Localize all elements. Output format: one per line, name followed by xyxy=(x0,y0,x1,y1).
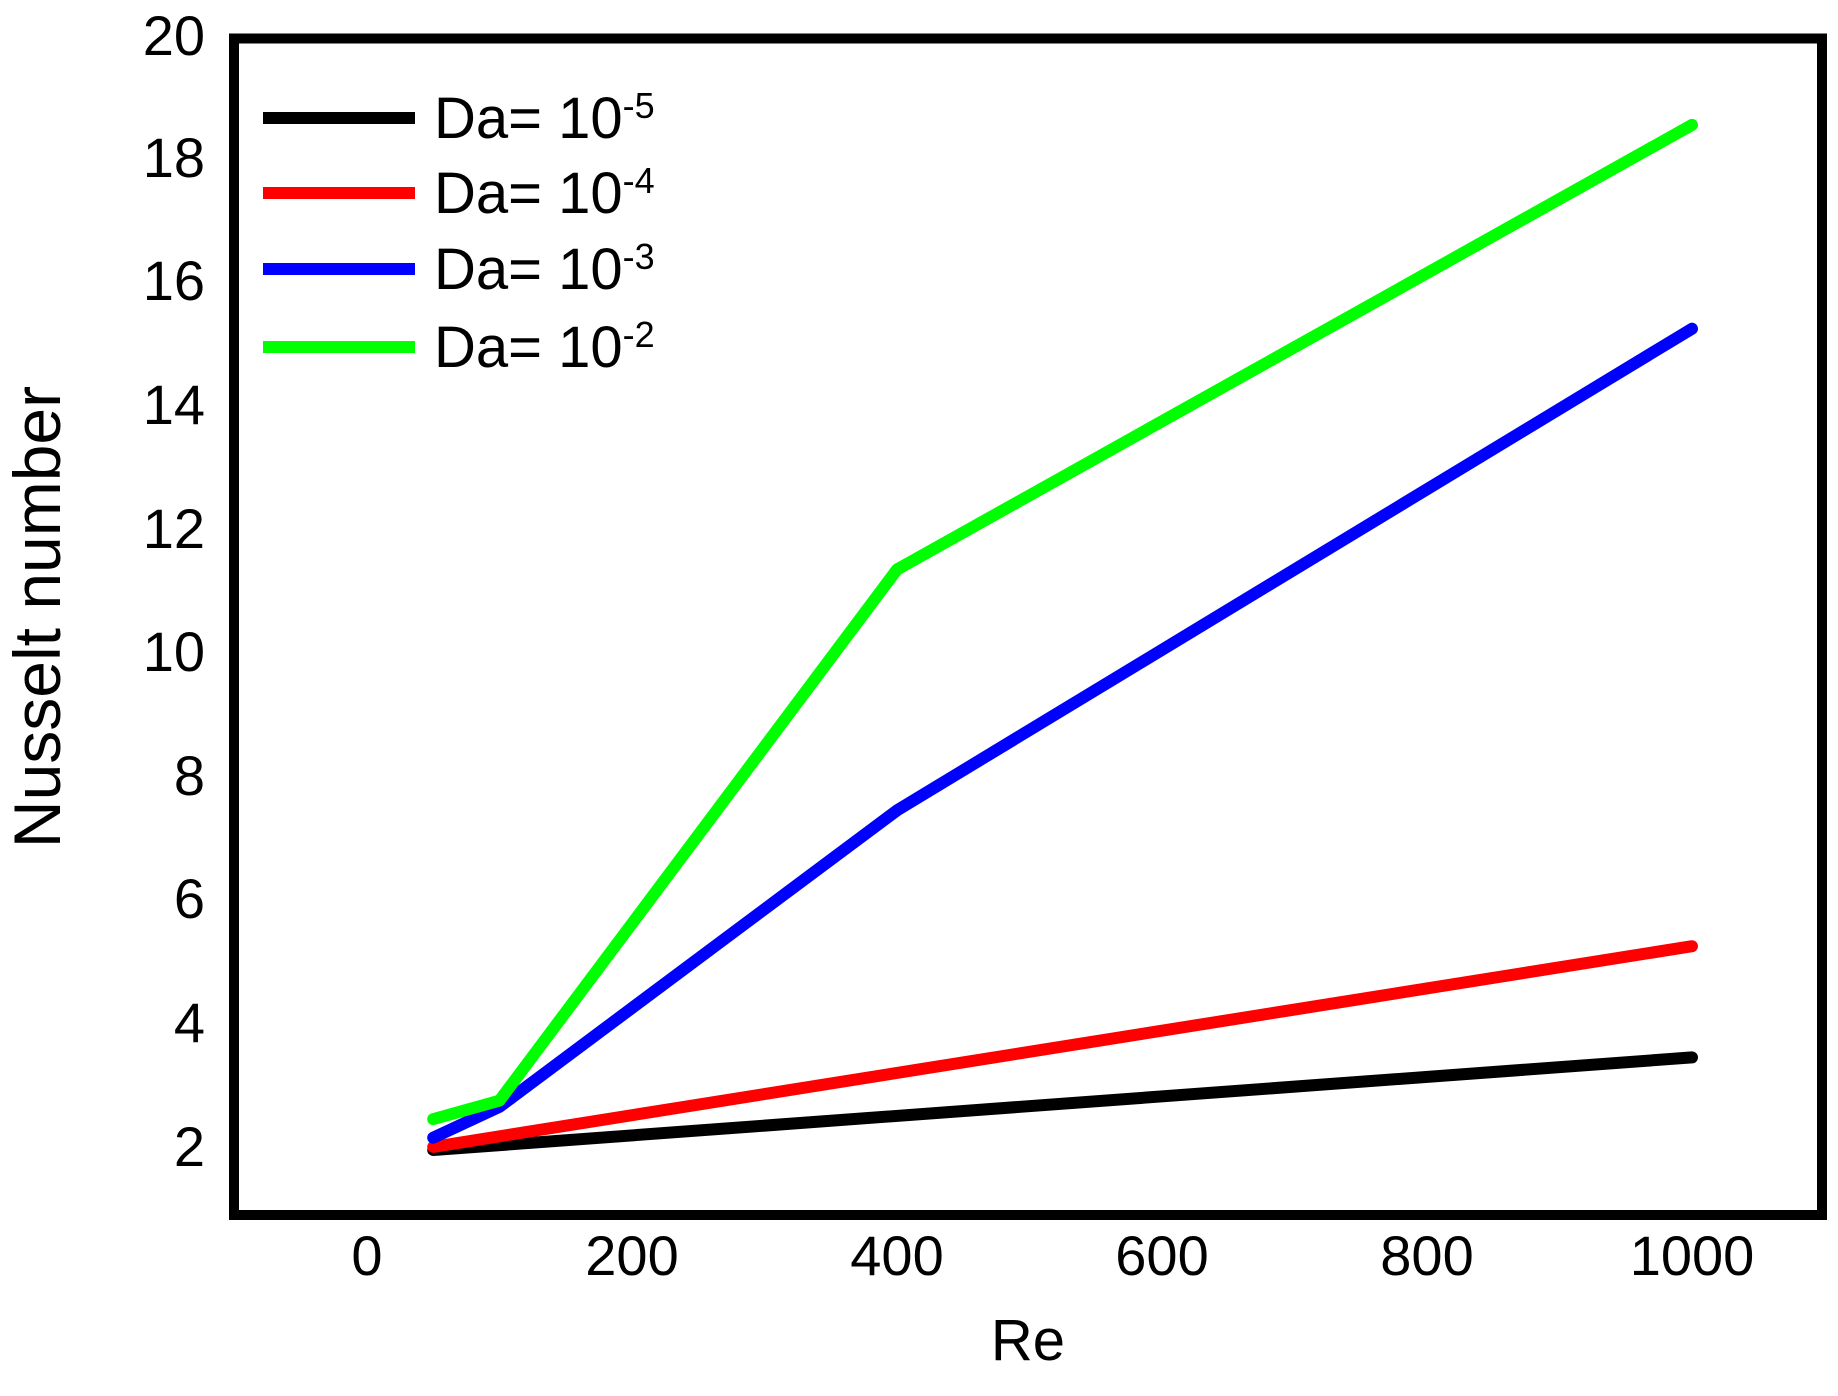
svg-text:600: 600 xyxy=(1115,1224,1208,1287)
svg-text:Re: Re xyxy=(991,1308,1065,1373)
svg-text:8: 8 xyxy=(174,744,205,807)
svg-text:4: 4 xyxy=(174,991,205,1054)
svg-text:Nusselt number: Nusselt number xyxy=(0,386,74,848)
svg-text:1000: 1000 xyxy=(1630,1224,1755,1287)
svg-text:200: 200 xyxy=(585,1224,678,1287)
svg-text:Da= 10-2: Da= 10-2 xyxy=(434,314,655,380)
svg-text:18: 18 xyxy=(143,126,205,189)
svg-text:10: 10 xyxy=(143,620,205,683)
svg-text:6: 6 xyxy=(174,867,205,930)
svg-text:800: 800 xyxy=(1380,1224,1473,1287)
svg-text:400: 400 xyxy=(850,1224,943,1287)
svg-text:Da= 10-5: Da= 10-5 xyxy=(434,85,655,151)
svg-text:Da= 10-3: Da= 10-3 xyxy=(434,236,655,302)
svg-text:0: 0 xyxy=(351,1224,382,1287)
svg-text:12: 12 xyxy=(143,497,205,560)
svg-text:Da= 10-4: Da= 10-4 xyxy=(434,160,655,226)
svg-text:2: 2 xyxy=(174,1115,205,1178)
svg-text:16: 16 xyxy=(143,249,205,312)
svg-text:14: 14 xyxy=(143,373,205,436)
svg-text:20: 20 xyxy=(143,4,205,67)
